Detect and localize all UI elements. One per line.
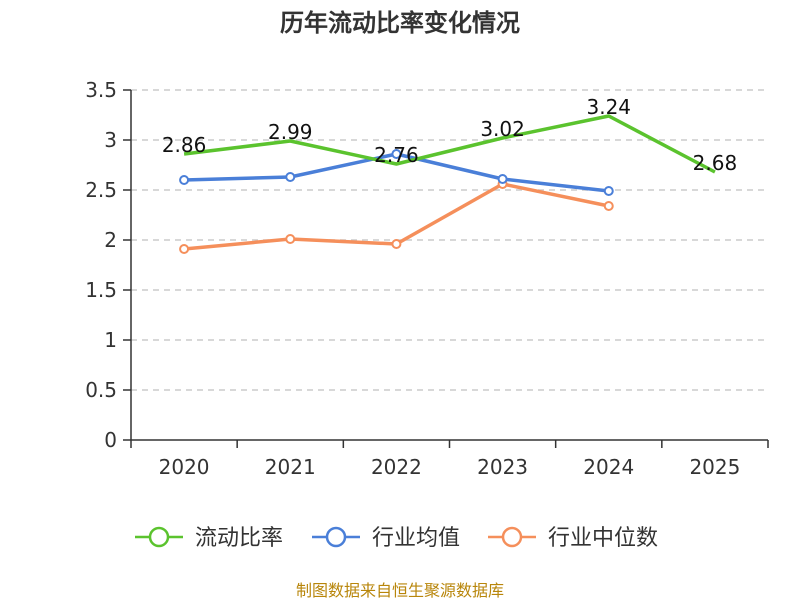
legend-marker <box>148 526 170 548</box>
y-tick-label: 0.5 <box>85 378 117 402</box>
data-label-2021: 2.99 <box>268 120 313 144</box>
x-tick-label-2022: 2022 <box>371 455 422 479</box>
legend-item-行业中位数[interactable]: 行业中位数 <box>488 526 658 551</box>
data-label-2023: 3.02 <box>480 117 525 141</box>
point-行业均值 <box>391 149 402 159</box>
legend-label: 行业中位数 <box>548 526 658 551</box>
legend-item-行业均值[interactable]: 行业均值 <box>312 526 460 551</box>
data-label-2020: 2.86 <box>162 133 207 157</box>
data-labels: 2.86 2.99 2.76 3.02 3.24 2.68 <box>162 95 737 175</box>
point-行业中位数 <box>603 201 614 211</box>
data-label-2024: 3.24 <box>586 95 631 119</box>
y-tick-label: 2 <box>104 228 117 252</box>
point-行业均值 <box>179 175 190 185</box>
point-行业均值 <box>497 174 508 184</box>
series-layer <box>179 114 716 254</box>
chart-title: 历年流动比率变化情况 <box>280 9 520 37</box>
axes: 0 0.5 1 1.5 2 2.5 3 3.5 2020 2021 2022 2023 2024 2025 <box>85 78 769 479</box>
point-行业均值 <box>285 172 296 182</box>
data-label-2022: 2.76 <box>374 143 419 167</box>
x-tick-label-2024: 2024 <box>583 455 634 479</box>
legend-marker <box>325 526 347 548</box>
y-tick-label: 3 <box>104 128 117 152</box>
y-tick-label: 1.5 <box>85 278 117 302</box>
series-line-流动比率 <box>183 114 716 174</box>
legend-marker <box>501 526 523 548</box>
y-tick-label: 0 <box>104 428 117 452</box>
y-tick-label: 2.5 <box>85 178 117 202</box>
x-tick-label-2021: 2021 <box>265 455 316 479</box>
source-note: 制图数据来自恒生聚源数据库 <box>296 581 504 600</box>
point-行业均值 <box>603 186 614 196</box>
point-行业中位数 <box>285 234 296 244</box>
data-label-2025: 2.68 <box>693 151 738 175</box>
grid-lines <box>131 89 768 391</box>
legend[interactable]: 流动比率 行业均值 行业中位数 <box>135 526 658 551</box>
y-tick-label: 3.5 <box>85 78 117 102</box>
legend-item-流动比率[interactable]: 流动比率 <box>135 526 283 551</box>
legend-label: 流动比率 <box>195 526 283 551</box>
x-tick-label-2025: 2025 <box>689 455 740 479</box>
x-tick-label-2023: 2023 <box>477 455 528 479</box>
legend-label: 行业均值 <box>372 526 460 551</box>
point-行业中位数 <box>179 244 190 254</box>
x-tick-label-2020: 2020 <box>159 455 210 479</box>
y-tick-label: 1 <box>104 328 117 352</box>
point-行业中位数 <box>391 239 402 249</box>
